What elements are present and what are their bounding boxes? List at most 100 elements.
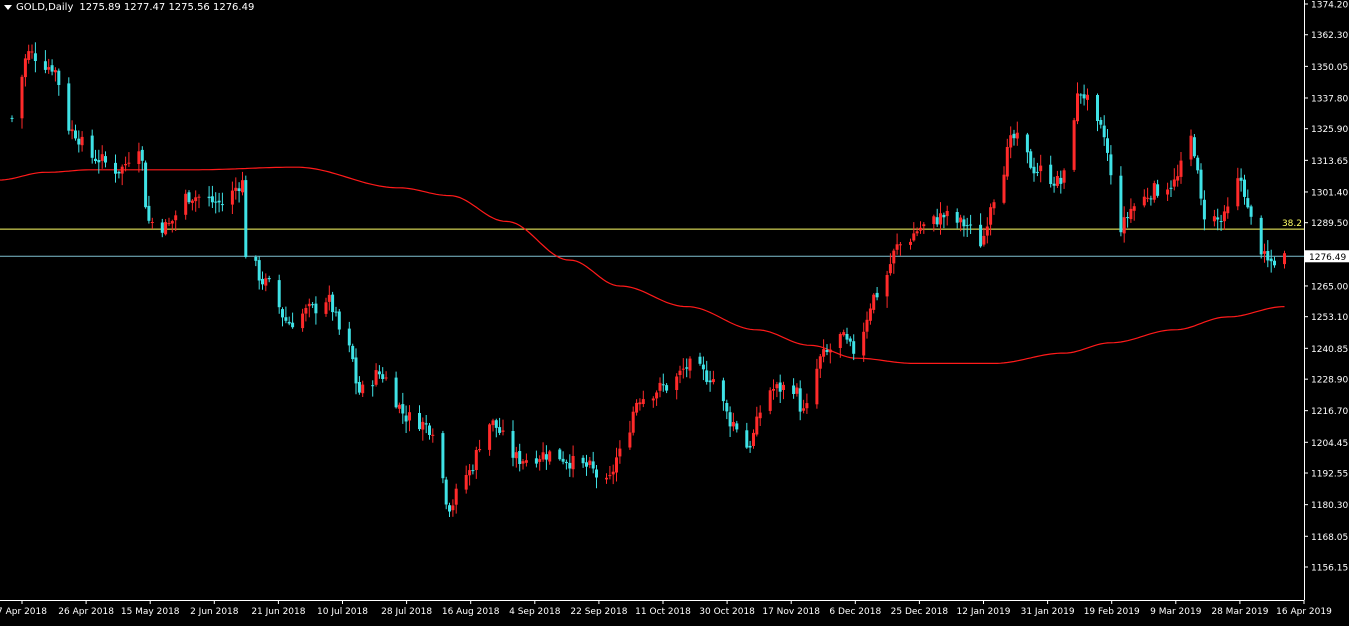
current-price-marker xyxy=(1305,250,1349,263)
candle-body xyxy=(658,382,662,391)
time-tick-label: 19 Feb 2019 xyxy=(1084,607,1140,617)
time-tick-label: 12 Jan 2019 xyxy=(957,607,1011,617)
candle-body xyxy=(144,162,148,208)
price-tick-label: 1374.20 xyxy=(1311,1,1348,11)
time-tick-label: 28 Jul 2018 xyxy=(381,607,432,617)
candle-body xyxy=(685,367,689,369)
time-tick-label: 25 Dec 2018 xyxy=(891,607,949,617)
candle-body xyxy=(324,302,328,314)
candle-body xyxy=(989,207,993,225)
candle-body xyxy=(628,432,632,448)
time-tick-label: 4 Sep 2018 xyxy=(509,607,561,617)
price-tick-label: 1228.90 xyxy=(1311,376,1348,386)
candle-body xyxy=(394,377,398,408)
candle-body xyxy=(782,384,785,390)
price-tick-label: 1253.10 xyxy=(1311,313,1348,323)
candle-body xyxy=(244,180,248,257)
candle-body xyxy=(661,384,665,386)
candle-body xyxy=(401,404,405,414)
candle-body xyxy=(862,331,866,356)
candle-body xyxy=(354,357,358,384)
candle-body xyxy=(281,309,284,318)
candle-body xyxy=(381,374,385,379)
candle-body xyxy=(1246,198,1250,208)
candle-body xyxy=(1015,132,1019,139)
candle-body xyxy=(932,216,936,224)
time-tick-label: 7 Apr 2018 xyxy=(0,607,47,617)
candle-body xyxy=(731,422,735,427)
candle-body xyxy=(43,61,47,70)
candle-body xyxy=(1196,157,1200,171)
candle-body xyxy=(655,392,659,399)
price-tick-label: 1362.30 xyxy=(1311,31,1348,41)
price-tick-label: 1289.50 xyxy=(1311,219,1348,229)
candle-body xyxy=(277,280,281,308)
candle-body xyxy=(568,462,572,469)
candle-body xyxy=(33,53,37,61)
candle-body xyxy=(357,382,361,393)
candle-body xyxy=(418,413,421,430)
candle-body xyxy=(371,385,375,387)
candle-body xyxy=(524,460,528,463)
candle-body xyxy=(174,215,178,221)
time-tick-label: 17 Nov 2018 xyxy=(762,607,820,617)
candle-body xyxy=(77,138,81,145)
candle-body xyxy=(1079,94,1083,96)
candle-body xyxy=(865,319,869,332)
candle-body xyxy=(935,217,939,225)
candle-body xyxy=(117,171,121,174)
candle-body xyxy=(939,213,942,225)
candle-body xyxy=(758,412,762,419)
candle-body xyxy=(615,457,618,473)
dropdown-triangle-icon[interactable] xyxy=(4,5,12,10)
candle-body xyxy=(114,162,117,174)
moving-average-line xyxy=(0,166,1285,364)
candle-body xyxy=(1283,253,1286,265)
candle-body xyxy=(1132,206,1136,211)
candle-body xyxy=(1142,196,1146,206)
candle-body xyxy=(140,149,144,161)
price-tick-label: 1240.85 xyxy=(1311,345,1348,355)
candle-body xyxy=(287,321,291,324)
candle-body xyxy=(431,434,435,436)
price-tick-label: 1301.40 xyxy=(1311,188,1348,198)
candle-body xyxy=(261,278,264,285)
candle-body xyxy=(608,475,612,477)
candle-body xyxy=(1172,179,1176,187)
candle-body xyxy=(792,385,796,394)
candle-body xyxy=(1249,206,1253,217)
candle-body xyxy=(1179,160,1183,177)
candle-body xyxy=(768,390,772,411)
candle-body xyxy=(979,224,983,247)
candle-body xyxy=(314,303,318,314)
price-tick-label: 1180.30 xyxy=(1311,501,1348,511)
candle-body xyxy=(665,385,669,391)
candle-body xyxy=(241,180,244,193)
candle-body xyxy=(795,387,799,394)
candle-body xyxy=(845,334,849,340)
candle-body xyxy=(291,322,295,328)
candle-body xyxy=(167,223,171,225)
candle-body xyxy=(237,188,241,191)
candle-body xyxy=(1222,211,1226,222)
candle-body xyxy=(311,304,315,306)
candle-body xyxy=(351,345,355,360)
price-tick-label: 1216.70 xyxy=(1311,407,1348,417)
time-tick-label: 9 Mar 2019 xyxy=(1150,607,1202,617)
candle-body xyxy=(1169,187,1173,189)
candle-body xyxy=(1025,134,1029,153)
candle-body xyxy=(1263,251,1266,254)
candle-body xyxy=(992,202,996,209)
candle-body xyxy=(331,294,335,313)
candle-body xyxy=(611,471,615,475)
candle-body xyxy=(1216,217,1220,220)
candle-body xyxy=(518,451,522,464)
candle-body xyxy=(1032,166,1036,174)
candle-body xyxy=(641,399,645,404)
candle-body xyxy=(1266,251,1270,261)
candle-body xyxy=(137,151,141,164)
candle-body xyxy=(942,214,946,218)
candle-body xyxy=(1109,154,1113,176)
candle-body xyxy=(681,368,685,370)
